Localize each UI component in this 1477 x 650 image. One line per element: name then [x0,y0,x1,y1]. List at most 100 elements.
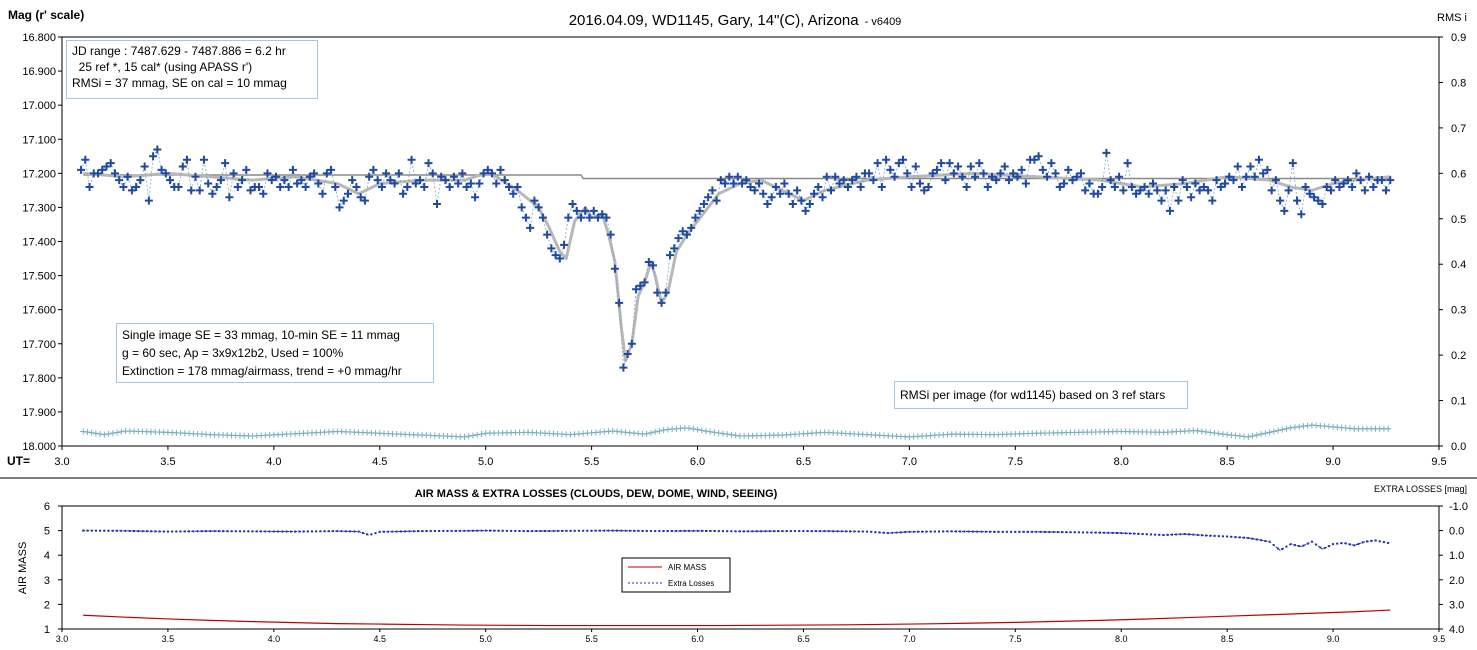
magnitude-point [848,176,857,185]
magnitude-point [856,182,865,191]
extra-losses-point [1293,544,1296,547]
magnitude-point [509,189,518,198]
extra-losses-point [298,530,301,533]
extra-losses-point [323,530,326,533]
magnitude-point [369,165,378,174]
y2-tick-label: 0.2 [1451,350,1466,362]
extra-losses-point [399,530,402,533]
rmsi-point [1258,431,1265,438]
extra-losses-point [836,530,839,533]
magnitude-point [475,179,484,188]
magnitude-point [1305,189,1314,198]
rmsi-point [694,426,701,433]
magnitude-point [127,186,136,195]
magnitude-point [437,172,446,181]
extra-losses-point [429,530,432,533]
rmsi-point [1202,428,1209,435]
magnitude-point [818,193,827,202]
magnitude-point [822,172,831,181]
magnitude-point [1301,182,1310,191]
extra-losses-point [133,529,136,532]
extra-losses-point [658,530,661,533]
extra-losses-y2-ticks: -1.0 0.0 1.0 2.0 3.0 4.0 [1439,501,1468,636]
magnitude-point [318,189,327,198]
extra-losses-point [145,530,148,533]
extra-losses-point [688,529,691,532]
extra-losses-point [768,530,771,533]
extra-losses-point [1145,533,1148,536]
magnitude-point [1271,176,1280,185]
extra-losses-point [870,530,873,533]
magnitude-point [458,169,467,178]
extra-losses-point [552,529,555,532]
magnitude-point [1280,206,1289,215]
y2-tick-label: 0.1 [1451,396,1466,408]
magnitude-point [1178,176,1187,185]
rmsi-point [1194,427,1201,434]
magnitude-point [1365,172,1374,181]
extra-losses-point [128,529,131,532]
y-tick-label: 16.900 [22,66,56,78]
magnitude-point [424,159,433,168]
legend-box [621,557,731,593]
magnitude-point [106,159,115,168]
extra-losses-point [954,530,957,533]
extra-losses-point [1264,539,1267,542]
extra-losses-point [1332,543,1335,546]
magnitude-point [632,285,641,294]
extra-losses-point [510,529,513,532]
magnitude-point [178,162,187,171]
magnitude-point [195,186,204,195]
magnitude-point [899,155,908,164]
rmsi-point [1279,426,1286,433]
extra-losses-point [1171,533,1174,536]
air-mass-x-tick-label: 3.0 [56,634,69,644]
magnitude-point [149,152,158,161]
magnitude-point [521,213,530,222]
magnitude-point [589,206,598,215]
magnitude-point [547,244,556,253]
air-mass-x-tick-label: 6.0 [691,634,704,644]
magnitude-point [1064,165,1073,174]
extra-losses-point [327,530,330,533]
extra-losses-point [1357,542,1360,545]
rmsi-point [715,429,722,436]
extra-losses-point [755,530,758,533]
magnitude-point [462,182,471,191]
extra-losses-point [480,529,483,532]
air-mass-y-tick-label: 4 [44,550,50,562]
rmsi-series-label: RMSi per image (for wd1145) based on 3 r… [900,388,1166,402]
magnitude-point [1284,186,1293,195]
magnitude-point [416,176,425,185]
magnitude-point [526,223,535,232]
y-tick-label: 17.900 [22,407,56,419]
rmsi-point [469,432,476,439]
extra-losses-point [370,533,373,536]
extra-losses-point [887,532,890,535]
extra-losses-point [1323,547,1326,550]
jd-range-text: JD range : 7487.629 - 7487.886 = 6.2 hr [72,44,286,58]
magnitude-point [928,169,937,178]
rmsi-point [1283,425,1290,432]
extra-losses-point [455,529,458,532]
extra-losses-point [751,530,754,533]
magnitude-point [1153,186,1162,195]
magnitude-point [644,257,653,266]
magnitude-point [1000,162,1009,171]
magnitude-point [1013,172,1022,181]
extra-losses-point [344,530,347,533]
exposure-text: g = 60 sec, Ap = 3x9x12b2, Used = 100% [122,346,344,360]
x-tick-label: 6.5 [796,456,811,468]
extra-losses-point [1162,534,1165,537]
magnitude-point [801,206,810,215]
magnitude-point [182,155,191,164]
magnitude-point [1377,176,1386,185]
x-tick-label: 3.5 [160,456,175,468]
magnitude-point [132,182,141,191]
magnitude-point [784,189,793,198]
magnitude-point [1165,206,1174,215]
magnitude-point [555,254,564,263]
x-tick-label: 5.5 [584,456,599,468]
extra-losses-point [391,530,394,533]
extra-losses-point [412,530,415,533]
